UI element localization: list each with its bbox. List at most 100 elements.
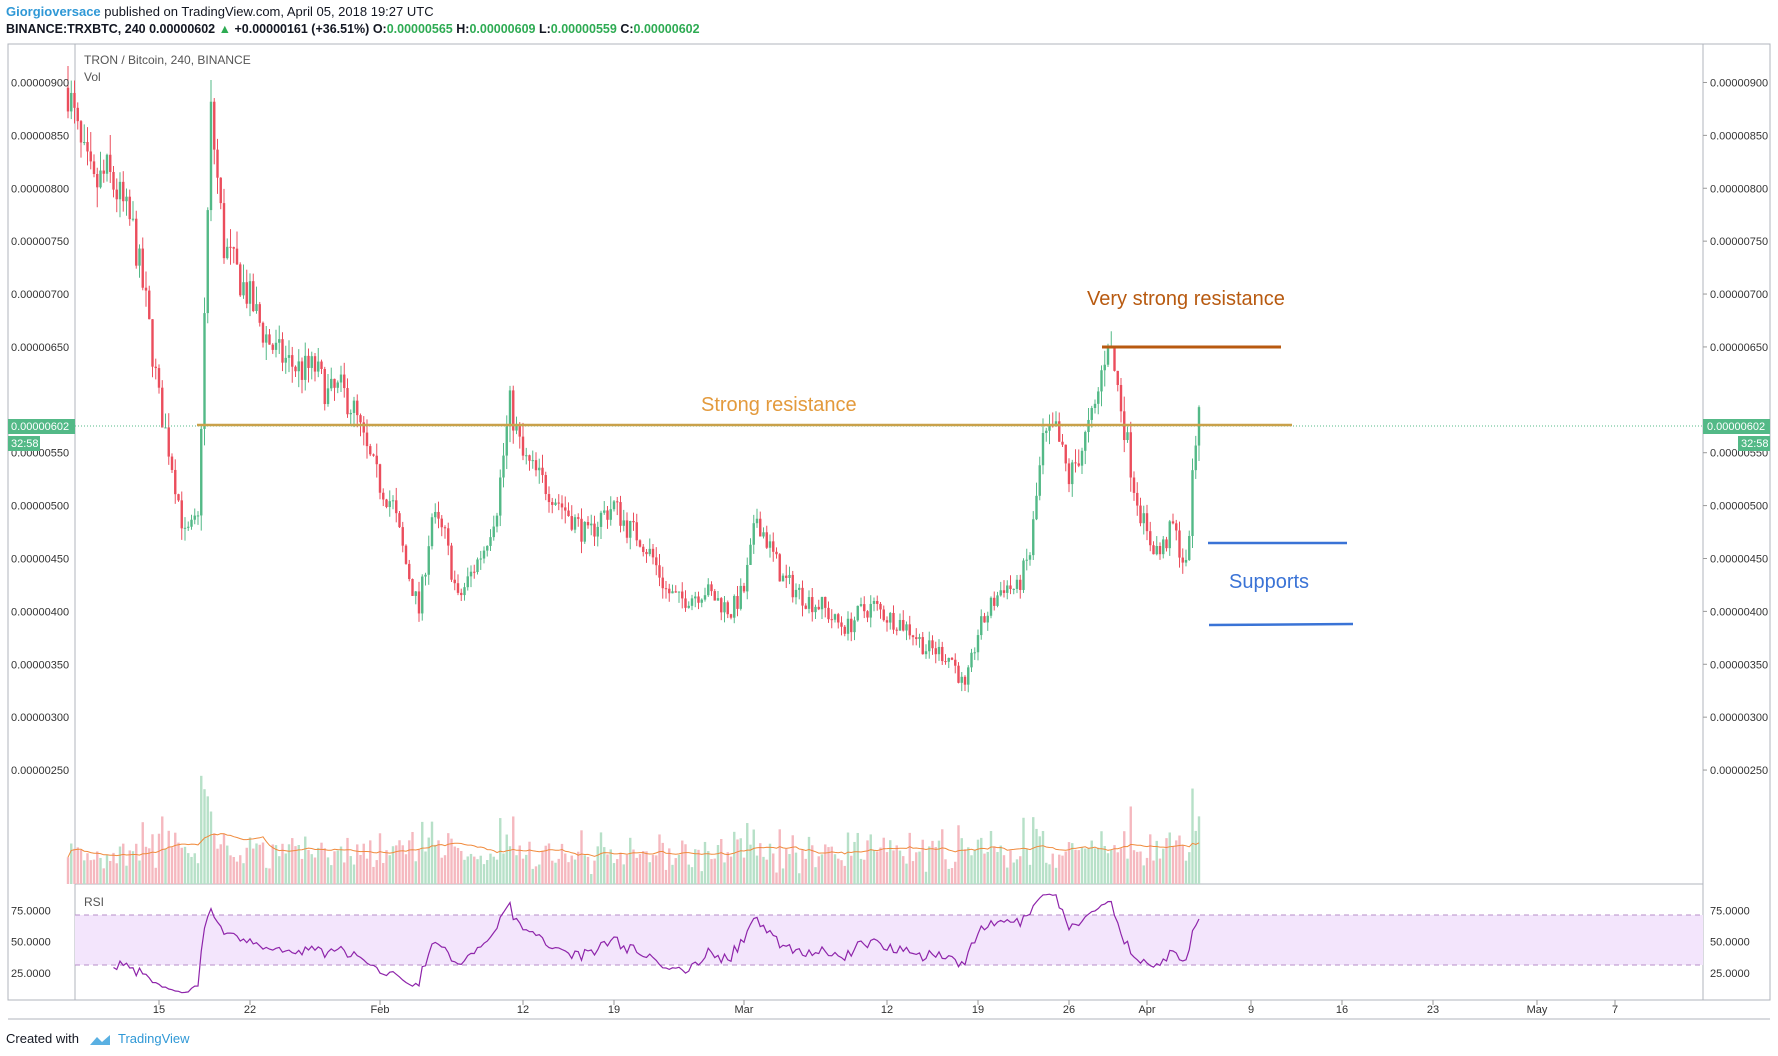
candle-body bbox=[1181, 557, 1184, 563]
candle-body bbox=[92, 161, 96, 174]
candle-body bbox=[268, 334, 271, 345]
candle-body bbox=[398, 513, 401, 528]
volume-bar bbox=[118, 846, 122, 884]
volume-bar bbox=[1038, 836, 1041, 884]
volume-bar bbox=[798, 873, 801, 884]
candle-body bbox=[934, 648, 937, 655]
volume-bar bbox=[356, 844, 359, 884]
candle-body bbox=[486, 545, 489, 551]
right-price-tick: 0.00000650 bbox=[1710, 342, 1768, 354]
candle-body bbox=[707, 584, 710, 596]
candle-body bbox=[967, 667, 970, 685]
candle-body bbox=[148, 290, 151, 320]
volume-bar bbox=[1077, 850, 1080, 884]
candle-body bbox=[700, 599, 703, 603]
volume-bar bbox=[447, 833, 450, 884]
candle-body bbox=[726, 602, 729, 615]
candle-body bbox=[850, 618, 853, 633]
candle-body bbox=[1103, 364, 1106, 371]
volume-bar bbox=[1048, 864, 1051, 884]
candle-body bbox=[131, 218, 135, 220]
tradingview-link[interactable]: TradingView bbox=[118, 1031, 190, 1046]
lower-support-line[interactable] bbox=[1208, 622, 1354, 627]
candle-body bbox=[970, 652, 973, 668]
candle-body bbox=[287, 355, 291, 358]
candle-body bbox=[596, 526, 599, 537]
volume-bar bbox=[154, 867, 157, 884]
candle-body bbox=[609, 509, 612, 520]
left-price-badge-text: 0.00000602 bbox=[11, 421, 69, 433]
volume-bar bbox=[131, 851, 135, 884]
volume-bar bbox=[79, 849, 83, 884]
candle-body bbox=[785, 575, 788, 578]
volume-bar bbox=[265, 867, 268, 884]
candle-body bbox=[869, 603, 872, 618]
volume-bar bbox=[1103, 845, 1106, 884]
candle-body bbox=[710, 584, 713, 592]
volume-bar bbox=[476, 859, 479, 884]
candle-body bbox=[76, 107, 79, 122]
candle-body bbox=[333, 378, 336, 388]
volume-bar bbox=[739, 838, 742, 884]
volume-bar bbox=[183, 846, 187, 884]
volume-bar bbox=[746, 823, 749, 884]
high-label: H: bbox=[456, 22, 470, 36]
volume-bar bbox=[203, 789, 206, 884]
volume-bar bbox=[1009, 850, 1012, 884]
author-name[interactable]: Giorgioversace bbox=[6, 4, 101, 19]
candle-body bbox=[983, 616, 986, 623]
volume-bar bbox=[752, 829, 755, 884]
candle-body bbox=[723, 602, 726, 613]
candle-body bbox=[216, 149, 219, 178]
volume-bar bbox=[180, 847, 183, 884]
candle-body bbox=[531, 460, 534, 462]
volume-bar bbox=[573, 859, 577, 884]
volume-bar bbox=[791, 835, 794, 884]
volume-bar bbox=[222, 833, 226, 884]
candle-body bbox=[551, 502, 554, 505]
candle-body bbox=[648, 548, 651, 555]
volume-bar bbox=[583, 855, 586, 884]
candle-body bbox=[1025, 559, 1028, 561]
volume-bar bbox=[892, 850, 895, 884]
volume-bar bbox=[996, 852, 999, 884]
volume-bar bbox=[817, 856, 820, 884]
volume-bar bbox=[1100, 831, 1103, 884]
volume-bar bbox=[655, 855, 658, 884]
candle-body bbox=[794, 589, 798, 598]
candle-body bbox=[528, 455, 531, 461]
symbol-label: BINANCE:TRXBTC, 240 bbox=[6, 22, 146, 36]
volume-bar bbox=[1165, 838, 1168, 884]
volume-bar bbox=[252, 848, 255, 884]
volume-bar bbox=[518, 845, 521, 884]
right-price-badge bbox=[1703, 419, 1770, 434]
right-price-tick: 0.00000300 bbox=[1710, 712, 1768, 724]
volume-bar bbox=[928, 846, 931, 884]
candle-body bbox=[577, 517, 580, 519]
candle-body bbox=[863, 604, 866, 612]
volume-bar bbox=[755, 855, 759, 884]
candle-body bbox=[411, 579, 414, 596]
trading-chart[interactable]: 0.00000900 0.00000850 0.00000800 0.00000750… bbox=[0, 0, 1778, 1028]
volume-bar bbox=[681, 840, 684, 884]
candle-body bbox=[115, 189, 118, 200]
candle-body bbox=[1119, 385, 1123, 412]
candle-body bbox=[320, 361, 323, 369]
volume-bar bbox=[456, 847, 460, 884]
volume-bar bbox=[564, 853, 567, 884]
candle-body bbox=[1194, 445, 1197, 471]
volume-bar bbox=[911, 861, 915, 884]
volume-bar bbox=[697, 849, 700, 884]
volume-bar bbox=[1142, 865, 1145, 884]
candle-body bbox=[570, 516, 573, 530]
candle-body bbox=[885, 620, 889, 623]
volume-bar bbox=[993, 846, 996, 884]
candle-body bbox=[1165, 539, 1168, 549]
volume-bar bbox=[248, 837, 252, 884]
left-timer-badge bbox=[8, 436, 40, 451]
volume-bar bbox=[174, 832, 177, 884]
volume-bar bbox=[668, 848, 671, 884]
candle-body bbox=[963, 676, 967, 685]
candle-body bbox=[853, 620, 856, 633]
candle-body bbox=[573, 517, 577, 530]
